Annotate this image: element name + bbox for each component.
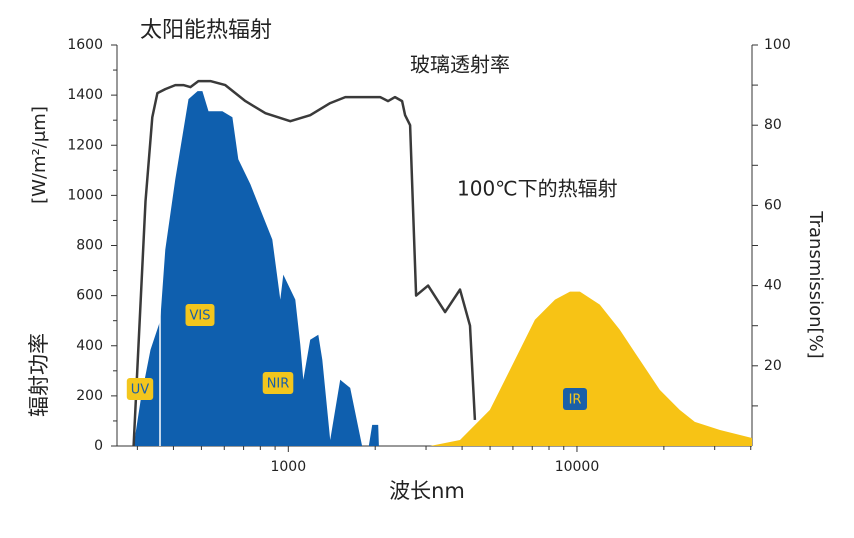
annotation-box: [262, 372, 294, 394]
annotation: UV: [126, 378, 154, 400]
series-label: 100℃下的热辐射: [457, 177, 618, 201]
y-tick-label: 0: [94, 438, 103, 454]
y-tick-label: 800: [76, 238, 103, 254]
x-axis-label: 波长nm: [389, 479, 465, 503]
y-tick-label: 200: [76, 388, 103, 404]
series-label: 太阳能热辐射: [140, 18, 272, 43]
y2-axis-label: Transmission[%]: [805, 210, 826, 358]
annotation-box: [126, 378, 154, 400]
area: [430, 291, 752, 446]
x-tick-label: 1000: [270, 459, 306, 475]
annotation-box: [185, 304, 215, 326]
plot-area: [132, 79, 752, 447]
area: [133, 91, 379, 446]
y-tick-label: 1200: [67, 137, 103, 153]
series-label: 玻璃透射率: [410, 53, 510, 77]
annotation: VIS: [185, 304, 215, 326]
annotation-text: IR: [569, 393, 582, 408]
y2-tick-label: 100: [764, 37, 791, 53]
y-tick-label: 1000: [67, 187, 103, 203]
annotation: NIR: [262, 372, 294, 394]
y-tick-label: 600: [76, 288, 103, 304]
y-tick-label: 1600: [67, 37, 103, 53]
line: [132, 79, 477, 447]
y2-tick-label: 60: [764, 197, 782, 213]
y-tick-label: 400: [76, 338, 103, 354]
annotation-text: VIS: [190, 309, 211, 324]
y-axis-unit: [W/m²/μm]: [29, 106, 50, 204]
y2-tick-label: 20: [764, 358, 782, 374]
x-tick-label: 10000: [555, 459, 600, 475]
annotation-text: UV: [131, 383, 150, 398]
y2-tick-label: 80: [764, 117, 782, 133]
y-tick-label: 1400: [67, 87, 103, 103]
y-axis-label: 辐射功率: [27, 333, 51, 417]
annotation-text: NIR: [267, 377, 290, 392]
annotation-box: [563, 388, 587, 410]
annotation: IR: [563, 388, 587, 410]
y2-tick-label: 40: [764, 278, 782, 294]
